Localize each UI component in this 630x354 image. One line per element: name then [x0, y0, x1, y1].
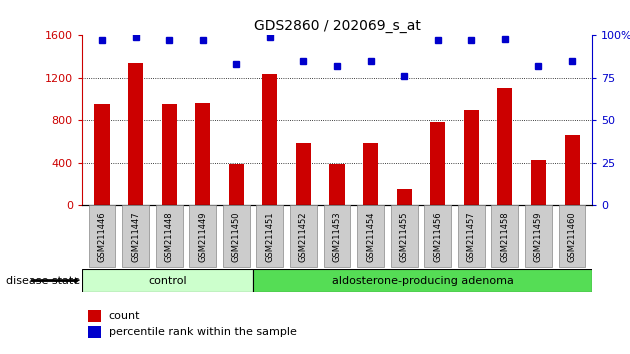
- Bar: [296, 143, 311, 205]
- Text: GSM211454: GSM211454: [366, 211, 375, 262]
- Bar: [464, 110, 479, 205]
- Bar: [162, 104, 177, 205]
- Bar: [195, 103, 210, 205]
- Bar: [128, 63, 143, 205]
- Bar: [94, 104, 110, 205]
- Bar: [88, 310, 101, 322]
- Text: count: count: [109, 311, 140, 321]
- FancyBboxPatch shape: [525, 205, 552, 267]
- Text: control: control: [148, 275, 187, 286]
- FancyBboxPatch shape: [190, 205, 216, 267]
- FancyBboxPatch shape: [290, 205, 317, 267]
- Text: GSM211458: GSM211458: [500, 211, 510, 262]
- Text: GSM211460: GSM211460: [568, 211, 576, 262]
- Bar: [564, 135, 580, 205]
- FancyBboxPatch shape: [559, 205, 585, 267]
- Text: GSM211449: GSM211449: [198, 211, 207, 262]
- Text: disease state: disease state: [6, 276, 81, 286]
- Text: aldosterone-producing adenoma: aldosterone-producing adenoma: [332, 275, 513, 286]
- Bar: [430, 122, 445, 205]
- FancyBboxPatch shape: [89, 205, 115, 267]
- Text: GSM211459: GSM211459: [534, 211, 543, 262]
- FancyBboxPatch shape: [491, 205, 518, 267]
- FancyBboxPatch shape: [122, 205, 149, 267]
- Text: GSM211456: GSM211456: [433, 211, 442, 262]
- FancyBboxPatch shape: [223, 205, 249, 267]
- FancyBboxPatch shape: [256, 205, 284, 267]
- Text: GSM211446: GSM211446: [98, 211, 106, 262]
- Text: GSM211453: GSM211453: [333, 211, 341, 262]
- Title: GDS2860 / 202069_s_at: GDS2860 / 202069_s_at: [254, 19, 420, 33]
- Bar: [531, 160, 546, 205]
- Bar: [229, 164, 244, 205]
- Text: GSM211452: GSM211452: [299, 211, 308, 262]
- Text: GSM211451: GSM211451: [265, 211, 275, 262]
- FancyBboxPatch shape: [357, 205, 384, 267]
- Bar: [397, 189, 412, 205]
- FancyBboxPatch shape: [425, 205, 451, 267]
- Bar: [88, 326, 101, 338]
- FancyBboxPatch shape: [156, 205, 183, 267]
- Bar: [329, 164, 345, 205]
- FancyBboxPatch shape: [253, 269, 592, 292]
- Text: GSM211448: GSM211448: [164, 211, 174, 262]
- Text: GSM211457: GSM211457: [467, 211, 476, 262]
- FancyBboxPatch shape: [391, 205, 418, 267]
- Bar: [497, 88, 512, 205]
- Text: GSM211447: GSM211447: [131, 211, 140, 262]
- FancyBboxPatch shape: [82, 269, 253, 292]
- FancyBboxPatch shape: [324, 205, 350, 267]
- Bar: [262, 74, 277, 205]
- Text: GSM211450: GSM211450: [232, 211, 241, 262]
- Text: GSM211455: GSM211455: [399, 211, 409, 262]
- Bar: [363, 143, 378, 205]
- Text: percentile rank within the sample: percentile rank within the sample: [109, 327, 297, 337]
- FancyBboxPatch shape: [458, 205, 484, 267]
